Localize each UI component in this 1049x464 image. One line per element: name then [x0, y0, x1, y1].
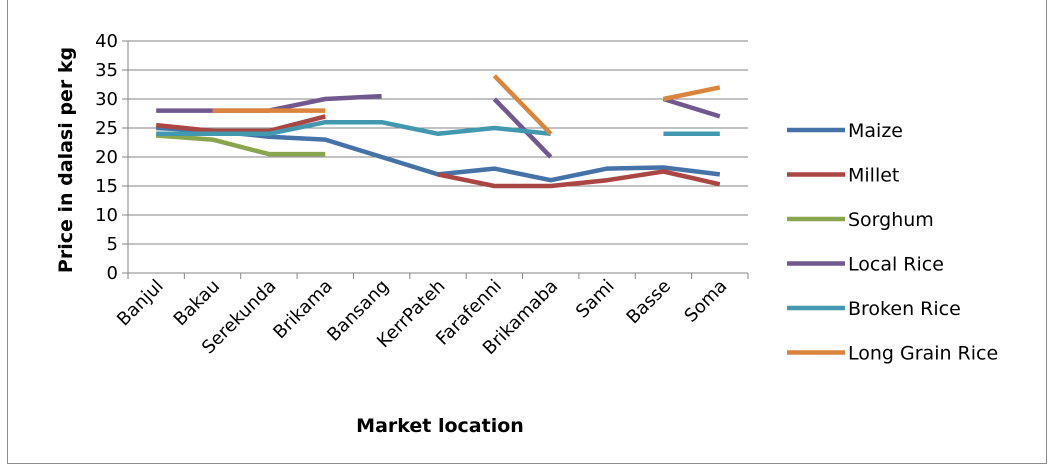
y-tick-label: 35 — [95, 60, 118, 81]
legend: Maize Millet Sorghum Local Rice Broken Rice L… — [787, 120, 998, 365]
y-tick-label: 40 — [95, 31, 118, 52]
y-tick-label: 5 — [107, 234, 118, 255]
series-millet — [155, 114, 721, 189]
y-tick-label: 10 — [95, 205, 118, 226]
series-line-segment — [663, 85, 721, 102]
y-tick-label: 25 — [95, 118, 118, 139]
legend-label: Maize — [848, 120, 903, 142]
series-line-segment — [492, 74, 553, 136]
y-tick-label: 20 — [95, 147, 118, 168]
legend-label: Broken Rice — [848, 298, 961, 320]
x-tick-label: Basse — [623, 276, 675, 328]
x-axis-title: Market location — [356, 415, 524, 437]
axes — [122, 40, 749, 279]
x-tick-labels: Banjul BakauSerekundaBrikamaBansangKerrPa… — [113, 276, 731, 359]
y-axis-title: Price in dalasi per kg — [55, 47, 77, 273]
series-line-segment — [156, 119, 551, 137]
x-tick-label: Banjul — [113, 276, 168, 331]
series-sorghum — [156, 133, 326, 157]
series-long-grain-rice — [212, 74, 721, 136]
chart-frame — [7, 0, 1047, 464]
legend-label: Millet — [848, 165, 899, 187]
series-lines — [155, 74, 721, 189]
legend-label: Long Grain Rice — [848, 343, 998, 365]
x-tick-label: Sami — [572, 276, 619, 323]
series-line-segment — [492, 97, 553, 159]
series-broken-rice — [156, 119, 720, 137]
y-tick-label: 30 — [95, 89, 118, 110]
y-tick-label: 15 — [95, 176, 118, 197]
legend-label: Local Rice — [848, 254, 944, 276]
x-tick-label: Soma — [680, 276, 731, 327]
series-line-segment — [437, 169, 721, 189]
series-line-segment — [662, 96, 721, 119]
x-tick-label: Bakau — [170, 276, 224, 330]
legend-label: Sorghum — [848, 209, 934, 231]
series-line-segment — [155, 114, 326, 134]
y-tick-labels: 0 5 10 15 20 25 30 35 40 — [95, 31, 118, 284]
gridlines — [128, 40, 748, 245]
series-line-segment — [156, 133, 326, 157]
y-tick-label: 0 — [107, 263, 118, 284]
